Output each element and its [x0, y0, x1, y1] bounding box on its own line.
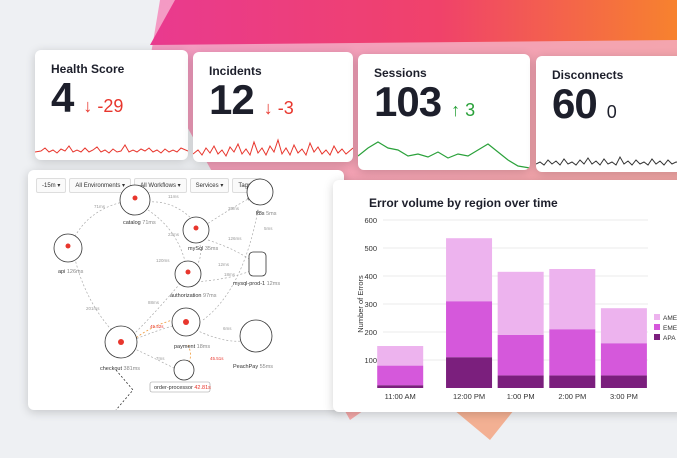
bar-segment-apac: [377, 385, 424, 388]
legend-swatch: [654, 314, 660, 320]
kpi-delta: ↓ -29: [83, 96, 124, 116]
bar-segment-emea: [377, 365, 424, 386]
node-order-processor-label: order-processor 42.81s: [154, 385, 211, 391]
y-tick-label: 300: [364, 300, 377, 309]
kpi-delta: 0: [606, 102, 617, 122]
error-volume-chart-card[interactable]: Error volume by region over time 100 200 3…: [333, 180, 677, 412]
bar-segment-emea: [549, 329, 596, 376]
node-api-label: api 126ms: [58, 269, 84, 275]
legend-label: APA: [663, 335, 676, 342]
kpi-value: 12: [209, 76, 255, 123]
x-tick-label: 3:00 PM: [610, 392, 638, 401]
bar-segment-amer: [600, 308, 647, 344]
sparkline: [193, 138, 353, 158]
kpi-title: Incidents: [209, 64, 262, 78]
bar-segment-emea: [600, 343, 647, 376]
edge-label: 23ms: [168, 232, 180, 237]
kpi-card-health-score[interactable]: Health Score 4 ↓ -29: [35, 50, 188, 160]
service-map-graph[interactable]: catalog 71ms api 126ms mySql 35ms author…: [28, 170, 344, 410]
y-tick-label: 600: [364, 216, 377, 225]
edge-label: 126ms: [228, 236, 242, 241]
edge-label: 45.51s: [210, 356, 224, 361]
y-tick-label: 400: [364, 272, 377, 281]
node-payment-label: payment 18ms: [174, 344, 210, 350]
kpi-value: 4: [51, 74, 74, 121]
kpi-title: Disconnects: [552, 68, 624, 82]
time-range-dropdown[interactable]: -15m ▾: [36, 178, 67, 193]
bar-segment-amer: [497, 271, 544, 335]
kpi-card-disconnects[interactable]: Disconnects 60 0: [536, 56, 677, 172]
x-tick-label: 1:00 PM: [507, 392, 535, 401]
edge-label: 45.52s: [150, 324, 164, 329]
sparkline: [35, 144, 188, 154]
sparkline: [536, 155, 677, 166]
sparkline: [358, 141, 530, 169]
y-tick-label: 100: [364, 356, 377, 365]
edge-label: 201ms: [86, 306, 100, 311]
error-volume-chart[interactable]: 100 200 300 400 500 600 Number of Errors 11:00 …: [333, 180, 677, 412]
node-mysql-label: mySql 35ms: [188, 246, 219, 252]
bar-segment-apac: [549, 375, 596, 388]
node-checkout-label: checkout 381ms: [100, 366, 140, 372]
service-map-card[interactable]: -15m ▾ All Environments ▾ All Workflows …: [28, 170, 344, 410]
edge-label: 12ms: [218, 262, 230, 267]
kpi-card-incidents[interactable]: Incidents 12 ↓ -3: [193, 52, 353, 162]
kpi-value: 103: [374, 78, 442, 125]
bar-segment-amer: [549, 269, 596, 330]
edge-label: 7ms: [156, 356, 165, 361]
node-catalog-label: catalog 71ms: [123, 220, 156, 226]
edge-label: 6ms: [223, 326, 232, 331]
node-mysql-prod-label: mysql-prod-1 12ms: [233, 281, 280, 287]
legend-label: EME: [663, 325, 677, 332]
x-tick-label: 2:00 PM: [558, 392, 586, 401]
x-tick-label: 11:00 AM: [385, 392, 416, 401]
legend-swatch: [654, 324, 660, 330]
edge-label: 88ms: [148, 300, 160, 305]
kpi-value: 60: [552, 80, 598, 127]
legend-swatch: [654, 334, 660, 340]
bar-segment-apac: [446, 357, 493, 388]
services-dropdown[interactable]: Services ▾: [189, 178, 230, 193]
y-tick-label: 500: [364, 244, 377, 253]
kpi-title: Sessions: [374, 66, 427, 80]
chart-title: Error volume by region over time: [369, 196, 558, 210]
edge-label: 71ms: [94, 204, 106, 209]
edge-label: 120ms: [156, 258, 170, 263]
node-k8s-label: k8s 5ms: [256, 211, 277, 217]
bar-segment-amer: [377, 346, 424, 366]
kpi-delta: ↑ 3: [451, 100, 476, 120]
kpi-title: Health Score: [51, 62, 125, 76]
bar-segment-emea: [497, 334, 544, 376]
edge-label: 18ms: [224, 272, 236, 277]
bar-segment-apac: [497, 375, 544, 388]
edge-label: 5ms: [264, 226, 273, 231]
edge-label: 11ms: [168, 194, 179, 199]
node-authorization-label: authorization 97ms: [170, 293, 217, 299]
legend-label: AME: [663, 315, 677, 322]
x-tick-label: 12:00 PM: [453, 392, 485, 401]
bar-segment-amer: [446, 238, 493, 302]
bar-segment-emea: [446, 301, 493, 358]
node-peachpay-label: PeachPay 55ms: [233, 364, 273, 370]
y-tick-label: 200: [364, 328, 377, 337]
kpi-delta: ↓ -3: [263, 98, 294, 118]
y-axis-label: Number of Errors: [356, 275, 365, 333]
kpi-card-sessions[interactable]: Sessions 103 ↑ 3: [358, 54, 530, 170]
edge-label: 35ms: [228, 206, 240, 211]
bar-segment-apac: [600, 375, 647, 388]
